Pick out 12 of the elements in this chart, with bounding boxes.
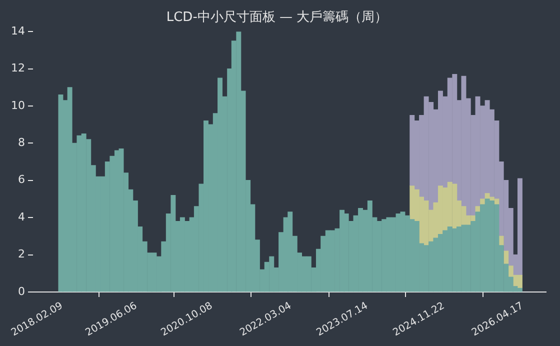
y-tick-label: 6 xyxy=(18,173,25,186)
bar xyxy=(58,94,64,292)
bar xyxy=(498,236,504,246)
y-tick-label: 12 xyxy=(10,62,25,75)
y-tick-label: 4 xyxy=(18,210,25,224)
y-tick-label: 2 xyxy=(18,248,25,261)
y-tick-label: 10 xyxy=(10,98,25,112)
y-tick-label: 14 xyxy=(10,24,25,38)
bar xyxy=(410,114,415,186)
y-tick-label: 8 xyxy=(18,136,25,150)
chart-title: LCD-中小尺寸面板 — 大戶籌碼（周） xyxy=(166,10,388,26)
y-tick-label: 0 xyxy=(18,284,25,298)
